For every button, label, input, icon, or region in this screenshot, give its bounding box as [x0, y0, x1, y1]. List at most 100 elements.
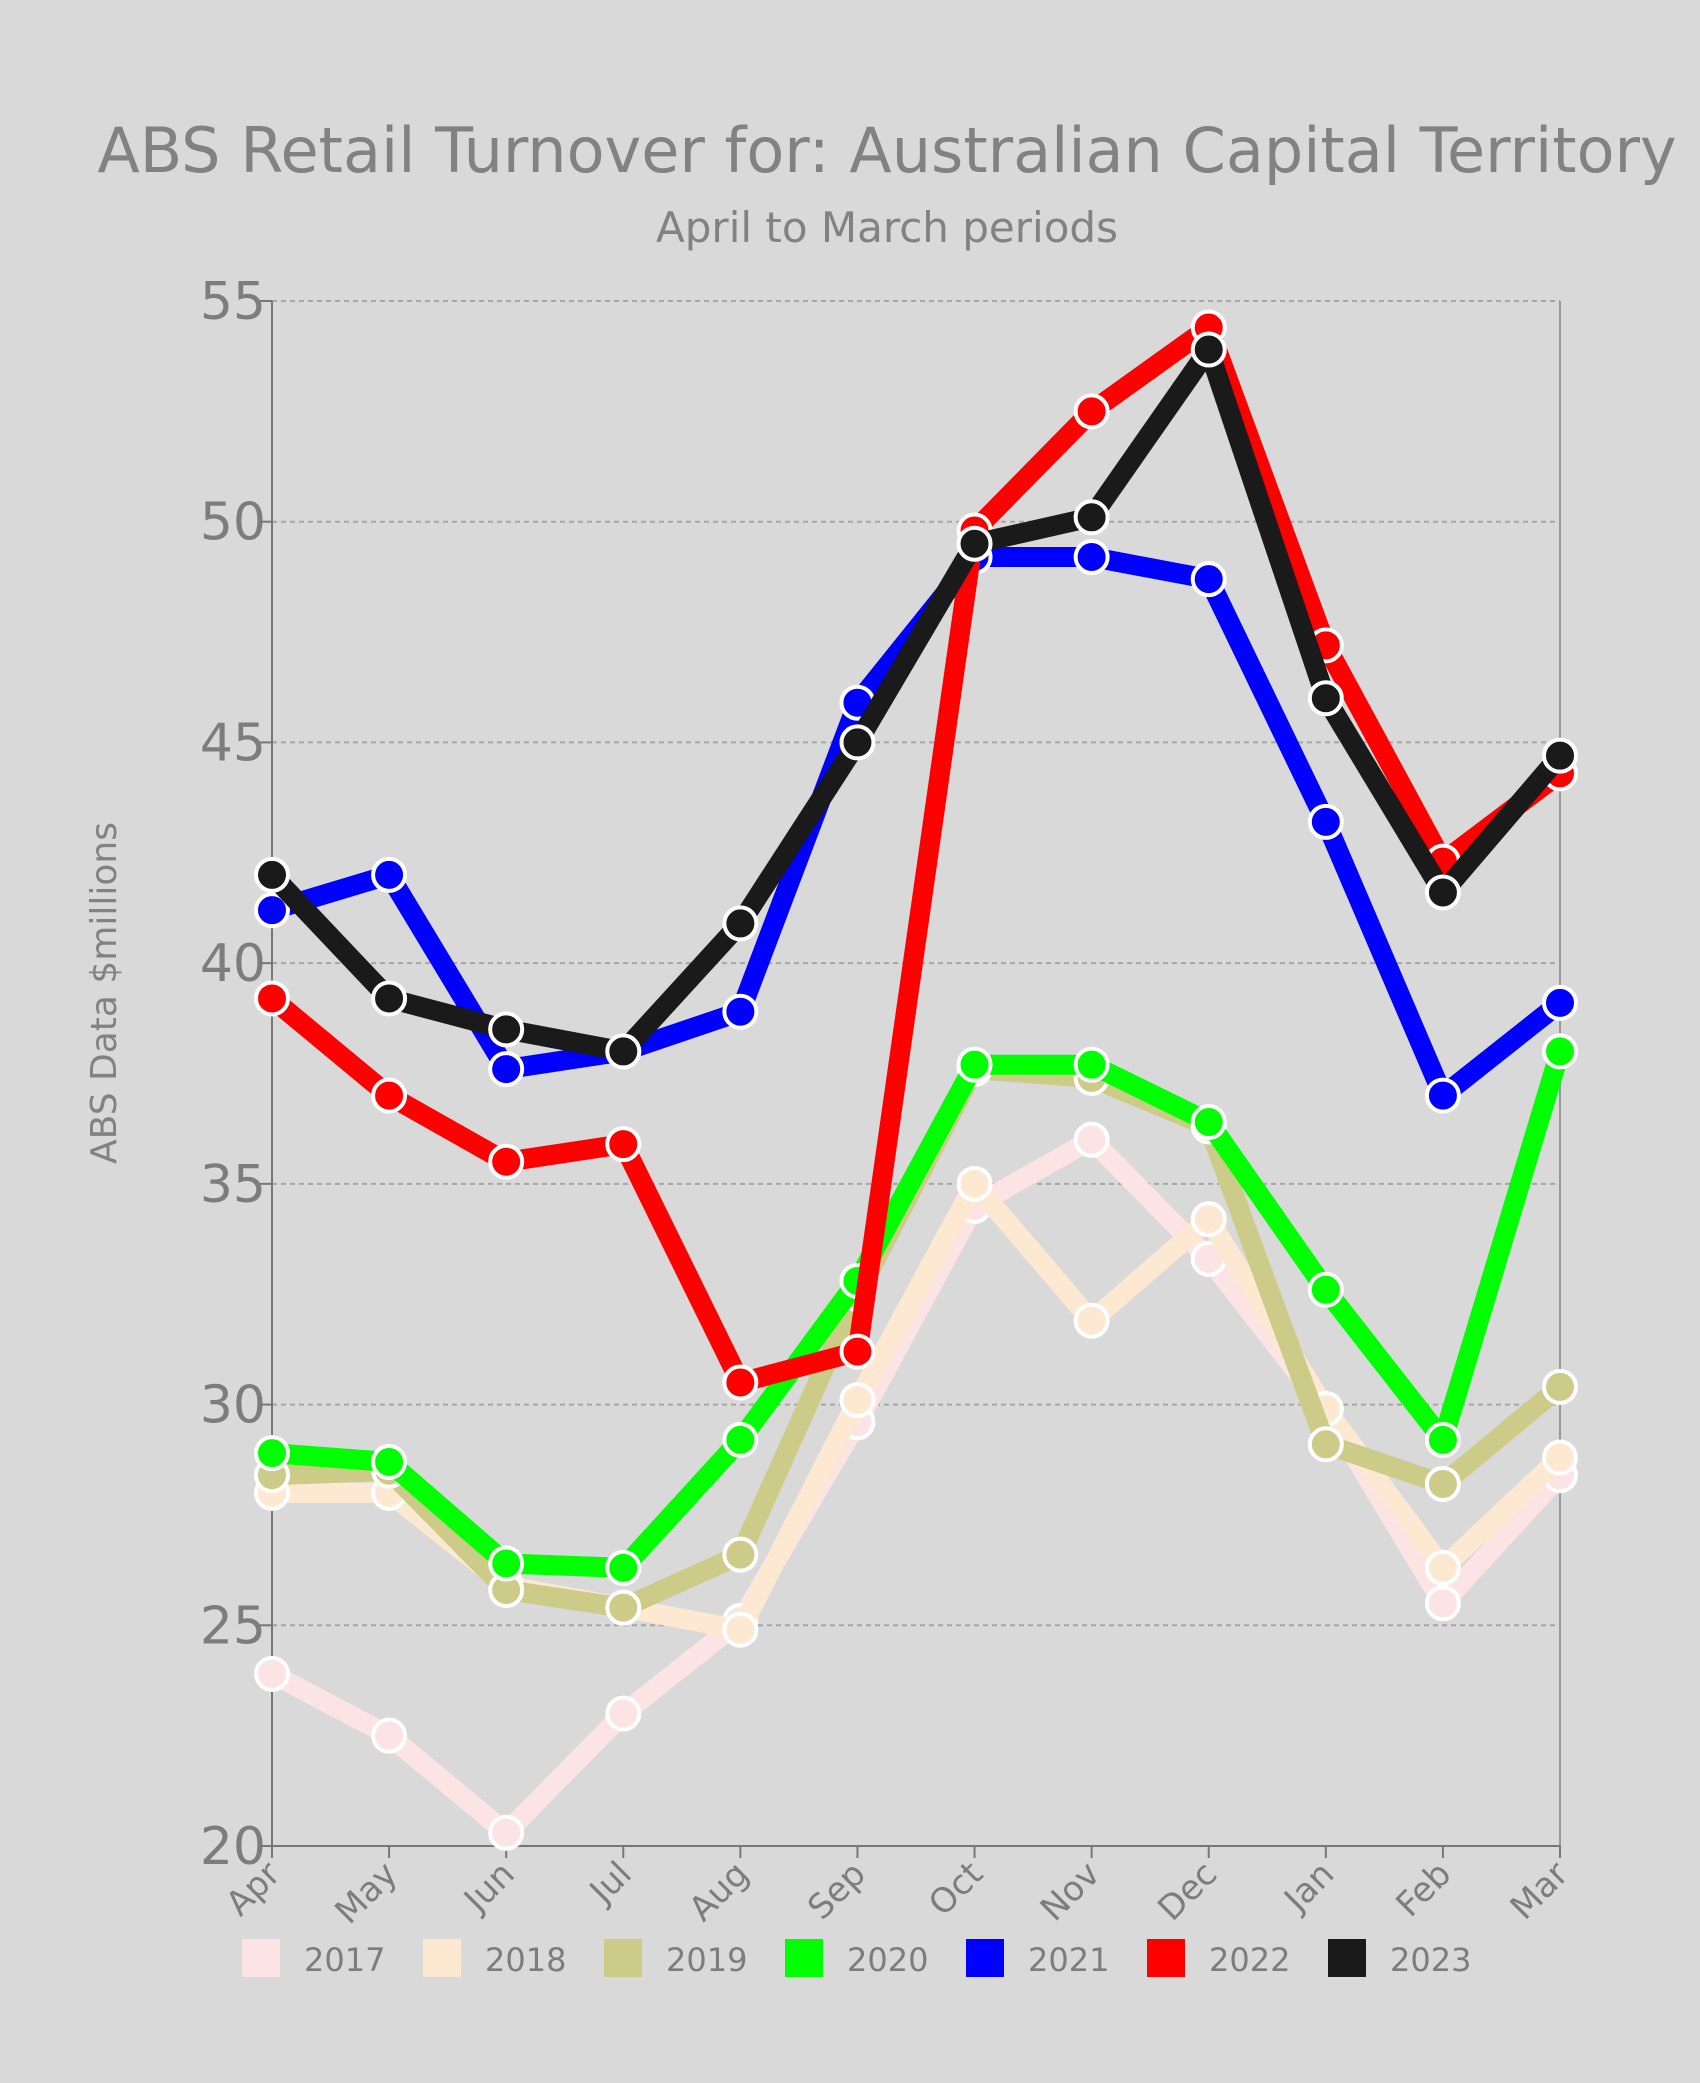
data-point-2022-Nov[interactable] — [1073, 393, 1110, 430]
data-point-2019-Jan[interactable] — [1307, 1426, 1344, 1463]
data-point-2020-Jun[interactable] — [488, 1545, 525, 1582]
legend-item-2020[interactable]: 2020 — [785, 1939, 928, 1979]
x-tick-label: Mar — [1503, 1854, 1577, 1928]
series-line-2022 — [262, 317, 1570, 1393]
data-point-2017-Feb[interactable] — [1424, 1585, 1461, 1622]
data-point-2017-May[interactable] — [371, 1717, 408, 1754]
data-point-2021-Nov[interactable] — [1073, 539, 1110, 576]
x-tick-label: Jul — [581, 1854, 640, 1913]
data-point-2018-Oct[interactable] — [956, 1165, 993, 1202]
legend-swatch — [242, 1939, 280, 1977]
data-point-2018-Aug[interactable] — [722, 1611, 759, 1648]
legend-label: 2019 — [666, 1941, 747, 1979]
legend-label: 2023 — [1390, 1941, 1471, 1979]
legend-label: 2017 — [304, 1941, 385, 1979]
data-point-2020-Dec[interactable] — [1190, 1104, 1227, 1141]
y-tick-label: 40 — [200, 934, 266, 994]
data-point-2017-Jul[interactable] — [605, 1695, 642, 1732]
data-point-2023-Dec[interactable] — [1190, 331, 1227, 368]
data-point-2023-Nov[interactable] — [1073, 499, 1110, 536]
series-2022 — [254, 309, 1578, 1401]
data-point-2018-Feb[interactable] — [1424, 1549, 1461, 1586]
data-point-2023-Aug[interactable] — [722, 905, 759, 942]
x-tick-label: Jun — [455, 1854, 522, 1921]
data-point-2020-May[interactable] — [371, 1443, 408, 1480]
x-tick-label: Jan — [1275, 1854, 1342, 1921]
chart-subtitle: April to March periods — [656, 203, 1118, 252]
data-point-2021-Jan[interactable] — [1307, 803, 1344, 840]
data-point-2021-Apr[interactable] — [254, 892, 290, 929]
data-point-2023-Jan[interactable] — [1307, 680, 1344, 717]
data-point-2019-Feb[interactable] — [1424, 1466, 1461, 1503]
legend-swatch — [966, 1939, 1004, 1977]
y-tick-label: 25 — [200, 1596, 266, 1656]
data-point-2017-Apr[interactable] — [254, 1655, 290, 1692]
legend-item-2022[interactable]: 2022 — [1147, 1939, 1290, 1979]
legend-label: 2022 — [1209, 1941, 1290, 1979]
series-layer — [254, 309, 1578, 1851]
data-point-2022-Apr[interactable] — [254, 980, 290, 1017]
legend-label: 2018 — [485, 1941, 566, 1979]
series-2023 — [254, 331, 1578, 1070]
data-point-2023-Sep[interactable] — [839, 724, 876, 761]
legend-label: 2020 — [847, 1941, 928, 1979]
data-point-2022-Sep[interactable] — [839, 1333, 876, 1370]
data-point-2020-Nov[interactable] — [1073, 1046, 1110, 1083]
legend-item-2018[interactable]: 2018 — [423, 1939, 566, 1979]
data-point-2021-Mar[interactable] — [1542, 984, 1578, 1021]
data-point-2023-Feb[interactable] — [1424, 874, 1461, 911]
data-point-2023-Apr[interactable] — [254, 856, 290, 893]
data-point-2020-Apr[interactable] — [254, 1435, 290, 1472]
legend-item-2023[interactable]: 2023 — [1328, 1939, 1471, 1979]
data-point-2017-Jun[interactable] — [488, 1814, 525, 1851]
x-tick-label: Sep — [800, 1854, 874, 1928]
data-point-2020-Mar[interactable] — [1542, 1033, 1578, 1070]
x-tick-label: Nov — [1033, 1854, 1108, 1929]
data-point-2019-Jul[interactable] — [605, 1589, 642, 1626]
data-point-2021-Dec[interactable] — [1190, 561, 1227, 598]
series-line-2020 — [262, 1041, 1570, 1578]
data-point-2017-Nov[interactable] — [1073, 1121, 1110, 1158]
legend-swatch — [1147, 1939, 1185, 1977]
data-point-2018-Sep[interactable] — [839, 1382, 876, 1419]
data-point-2018-Mar[interactable] — [1542, 1439, 1578, 1476]
data-point-2018-Dec[interactable] — [1190, 1201, 1227, 1238]
series-line-2023 — [262, 339, 1570, 1062]
data-point-2021-Feb[interactable] — [1424, 1077, 1461, 1114]
series-2018 — [254, 1165, 1578, 1648]
data-point-2023-Mar[interactable] — [1542, 737, 1578, 774]
data-point-2020-Feb[interactable] — [1424, 1421, 1461, 1458]
legend-item-2017[interactable]: 2017 — [242, 1939, 385, 1979]
legend-swatch — [1328, 1939, 1366, 1977]
data-point-2022-Jun[interactable] — [488, 1143, 525, 1180]
data-point-2022-Aug[interactable] — [722, 1364, 759, 1401]
data-point-2021-Aug[interactable] — [722, 993, 759, 1030]
data-point-2023-Jul[interactable] — [605, 1033, 642, 1070]
data-point-2020-Jan[interactable] — [1307, 1271, 1344, 1308]
series-2020 — [254, 1033, 1578, 1586]
data-point-2023-May[interactable] — [371, 980, 408, 1017]
data-point-2019-Aug[interactable] — [722, 1536, 759, 1573]
data-point-2022-May[interactable] — [371, 1077, 408, 1114]
legend-swatch — [423, 1939, 461, 1977]
x-tick-label: Aug — [681, 1854, 756, 1929]
data-point-2023-Oct[interactable] — [956, 525, 993, 562]
x-tick-label: Oct — [921, 1854, 991, 1924]
legend-item-2019[interactable]: 2019 — [604, 1939, 747, 1979]
data-point-2021-Jun[interactable] — [488, 1051, 525, 1088]
legend: 2017 2018 2019 2020 2021 2022 2023 — [242, 1939, 1471, 1979]
data-point-2023-Jun[interactable] — [488, 1011, 525, 1048]
data-point-2020-Jul[interactable] — [605, 1549, 642, 1586]
data-point-2021-May[interactable] — [371, 856, 408, 893]
data-point-2018-Nov[interactable] — [1073, 1302, 1110, 1339]
y-tick-label: 50 — [200, 493, 266, 553]
y-tick-label: 55 — [200, 272, 266, 332]
data-point-2022-Jul[interactable] — [605, 1126, 642, 1163]
series-line-2018 — [262, 1173, 1570, 1640]
legend-item-2021[interactable]: 2021 — [966, 1939, 1109, 1979]
legend-label: 2021 — [1028, 1941, 1109, 1979]
data-point-2020-Aug[interactable] — [722, 1421, 759, 1458]
data-point-2019-Mar[interactable] — [1542, 1368, 1578, 1405]
data-point-2020-Oct[interactable] — [956, 1046, 993, 1083]
